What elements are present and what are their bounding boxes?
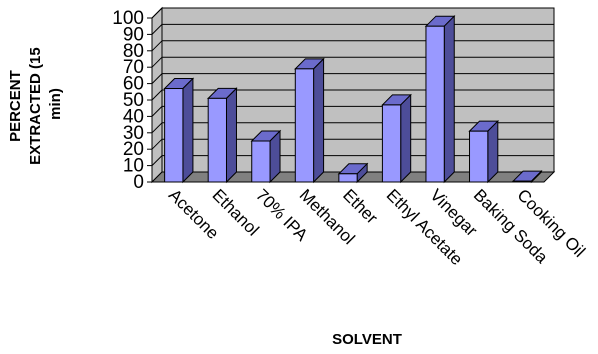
y-tick-label: 40 [123,106,144,127]
y-tick-label: 70 [123,57,144,78]
bar-front [294,68,315,183]
y-axis-label: PERCENT EXTRACTED (15 min) [7,43,64,165]
bar [337,162,369,184]
bar-front [512,180,532,183]
bar-front [425,25,445,183]
y-tick-label: 100 [112,8,144,29]
gridline-side [151,40,163,52]
bar-side [443,14,455,184]
y-tick-label: 80 [123,41,144,62]
bar [294,57,325,184]
y-tick-label: 90 [123,24,144,45]
bar [424,14,456,184]
bar [206,87,238,184]
y-tick-label: 30 [123,123,144,144]
bars [163,14,543,184]
bar-side [182,77,194,184]
bar [511,169,543,184]
bar [468,119,500,184]
gridline-side [151,155,163,166]
bar-front [207,97,227,183]
gridline-side [151,89,163,101]
x-tick-label: Ethyl Acetate [383,185,467,269]
gridline-side [151,138,163,150]
gridline-side [151,56,163,68]
gridline-side [151,7,163,19]
bar [250,129,282,184]
bar-side [487,119,499,184]
bar-front [164,88,184,183]
bar-front [381,104,402,183]
gridline-side [151,24,163,35]
bar-side [400,93,412,184]
bar [381,93,412,184]
bar-front [251,140,271,183]
y-tick-label: 60 [123,74,144,95]
y-tick-label: 0 [133,172,144,193]
bar-front [469,130,489,183]
gridline-side [151,73,163,84]
gridline-side [151,106,163,117]
bar-side [313,57,325,184]
bar-side [225,87,237,184]
bar [163,77,195,184]
bar-front [338,173,358,183]
y-tick-label: 20 [123,139,144,160]
y-tick-label: 10 [123,156,144,177]
y-tick-label: 50 [123,90,144,111]
x-axis-label: SOLVENT [332,331,402,348]
gridline-side [151,122,163,134]
